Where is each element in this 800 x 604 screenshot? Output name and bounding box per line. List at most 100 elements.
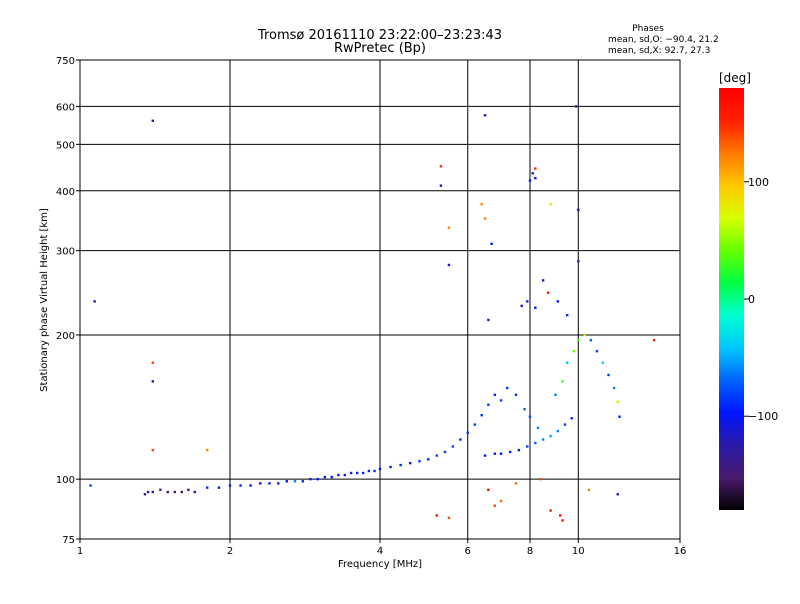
colorbar-tick-label: 0: [748, 293, 755, 306]
data-point: [301, 480, 305, 483]
data-point: [487, 403, 490, 406]
data-point: [589, 339, 593, 342]
data-point: [409, 461, 412, 465]
data-point: [565, 361, 569, 364]
y-tick-label: 200: [56, 331, 75, 342]
data-point: [187, 488, 190, 492]
y-tick-label: 500: [56, 140, 75, 151]
data-point: [570, 417, 573, 420]
data-point: [561, 380, 564, 383]
x-tick-label: 6: [465, 546, 471, 557]
data-point: [447, 226, 451, 229]
colorbar-tick-label: 100: [748, 176, 769, 189]
data-point: [180, 490, 183, 494]
data-point: [616, 493, 619, 496]
data-point: [528, 415, 532, 418]
data-point: [508, 450, 512, 454]
stats-o-mode: mean, sd,O: −90.4, 21.2: [608, 35, 719, 45]
data-point: [349, 471, 353, 475]
data-point: [443, 450, 447, 454]
data-point: [447, 263, 451, 267]
data-point: [355, 471, 359, 475]
data-point: [89, 484, 92, 487]
y-tick-label: 750: [56, 56, 75, 67]
data-point: [166, 490, 169, 494]
data-point: [249, 484, 252, 487]
data-point: [490, 242, 493, 245]
data-point: [143, 493, 147, 496]
data-point: [151, 119, 155, 122]
data-point: [435, 454, 438, 457]
data-point: [520, 304, 523, 308]
y-tick-label: 600: [56, 102, 75, 113]
y-tick-label: 300: [56, 247, 75, 258]
data-point: [549, 434, 552, 438]
colorbar-label: [deg]: [719, 71, 751, 85]
data-point: [587, 488, 591, 492]
data-point: [514, 482, 518, 485]
data-point: [541, 438, 545, 441]
data-point: [151, 361, 155, 364]
data-point: [528, 179, 532, 182]
data-point: [285, 480, 288, 483]
data-point: [556, 300, 560, 303]
data-point: [480, 413, 483, 417]
data-point: [514, 393, 518, 397]
data-point: [487, 488, 490, 492]
data-points: [89, 105, 656, 522]
data-point: [151, 380, 155, 383]
data-point: [561, 519, 564, 522]
stats-x-mode: mean, sd,X: 92.7, 27.3: [608, 46, 710, 56]
data-point: [499, 399, 503, 402]
chart-subtitle: RwPretec (Bp): [334, 41, 426, 56]
data-point: [293, 480, 297, 483]
data-point: [151, 490, 155, 494]
data-point: [389, 465, 392, 469]
data-point: [652, 339, 656, 342]
x-tick-label: 8: [527, 546, 533, 557]
data-point: [205, 448, 209, 452]
data-point: [505, 386, 509, 390]
data-point: [259, 482, 262, 485]
x-axis-label: Frequency [MHz]: [338, 559, 422, 570]
data-point: [151, 448, 155, 452]
data-point: [418, 460, 421, 463]
y-tick-label: 400: [56, 187, 75, 198]
colorbar-ticks: 100 0 −100: [744, 176, 778, 423]
data-point: [549, 509, 552, 512]
data-point: [612, 386, 616, 390]
data-point: [330, 475, 333, 479]
data-point: [526, 445, 529, 448]
data-point: [618, 415, 621, 418]
data-point: [378, 467, 382, 471]
x-axis-ticks: 1 2 4 6 8 10 16: [77, 539, 687, 557]
data-point: [146, 490, 150, 494]
data-point: [373, 469, 376, 473]
x-tick-label: 2: [227, 546, 233, 557]
data-point: [228, 484, 232, 487]
grid-lines: [80, 60, 680, 539]
data-point: [563, 423, 567, 426]
data-point: [499, 452, 503, 455]
data-point: [217, 486, 221, 489]
data-point: [439, 165, 443, 168]
data-point: [193, 490, 197, 494]
stats-heading: Phases: [632, 24, 664, 34]
data-point: [451, 445, 455, 448]
data-point: [239, 484, 242, 487]
x-tick-label: 16: [674, 546, 687, 557]
data-point: [572, 349, 576, 353]
data-point: [536, 426, 540, 430]
x-tick-label: 4: [377, 546, 383, 557]
data-point: [466, 431, 469, 434]
data-point: [205, 486, 209, 489]
data-point: [526, 300, 529, 303]
data-point: [159, 488, 162, 492]
data-point: [534, 176, 537, 180]
data-point: [493, 393, 497, 397]
data-point: [367, 469, 371, 473]
data-point: [439, 184, 443, 187]
data-point: [499, 499, 503, 503]
data-point: [549, 202, 552, 206]
